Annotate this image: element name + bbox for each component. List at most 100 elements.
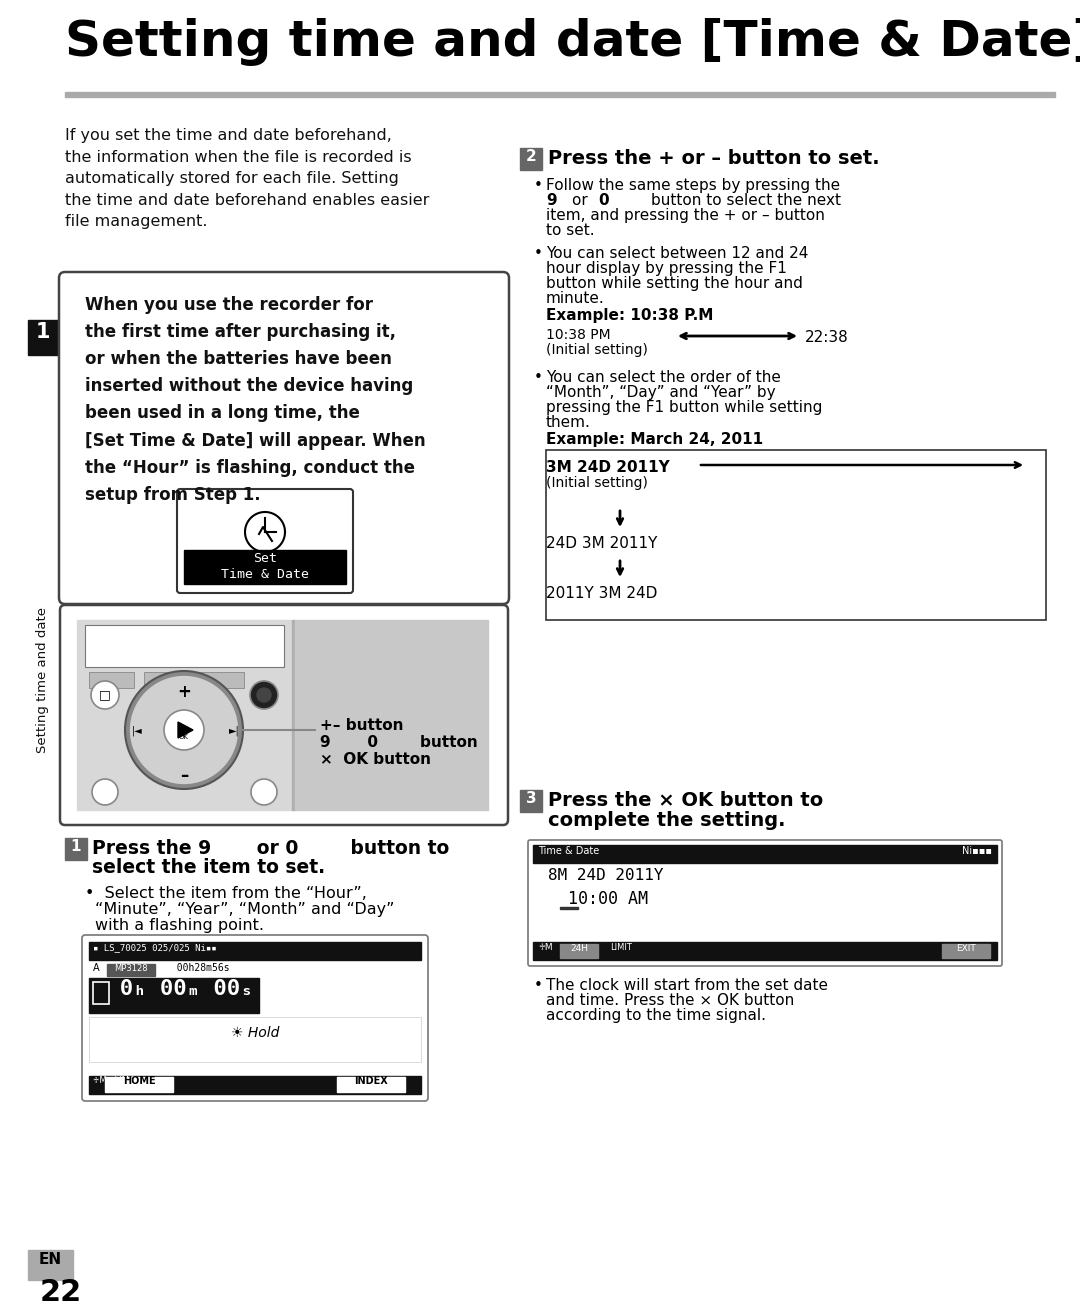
Bar — [561, 907, 578, 909]
Text: EN: EN — [39, 1252, 62, 1267]
Polygon shape — [178, 722, 193, 738]
Bar — [546, 451, 1047, 620]
FancyBboxPatch shape — [60, 605, 508, 825]
Text: 22:38: 22:38 — [805, 330, 849, 345]
Text: “Minute”, “Year”, “Month” and “Day”: “Minute”, “Year”, “Month” and “Day” — [95, 903, 394, 917]
Text: 8M 24D 2011Y: 8M 24D 2011Y — [548, 869, 663, 883]
Text: ▪ LS_70025 025/025 Ni▪▪: ▪ LS_70025 025/025 Ni▪▪ — [93, 943, 217, 952]
Text: 2: 2 — [526, 149, 537, 164]
Text: –: – — [180, 766, 188, 785]
FancyBboxPatch shape — [177, 489, 353, 593]
Text: item, and pressing the + or – button: item, and pressing the + or – button — [546, 208, 825, 223]
Text: hour display by pressing the F1: hour display by pressing the F1 — [546, 261, 787, 276]
FancyBboxPatch shape — [59, 272, 509, 604]
Text: 1: 1 — [71, 838, 81, 854]
Text: 24H: 24H — [570, 945, 588, 952]
Bar — [199, 672, 244, 688]
Text: |◄: |◄ — [132, 724, 143, 735]
Bar — [89, 979, 259, 1013]
Text: You can select the order of the: You can select the order of the — [546, 369, 781, 385]
Text: 10:00 AM: 10:00 AM — [548, 889, 648, 908]
Text: OK: OK — [179, 734, 189, 740]
Text: ►|: ►| — [229, 724, 240, 735]
Text: Press the ⨯ OK button to: Press the ⨯ OK button to — [548, 791, 823, 810]
Text: 9: 9 — [546, 193, 556, 208]
Circle shape — [257, 688, 271, 702]
Text: 00h28m56s: 00h28m56s — [165, 963, 230, 973]
Text: (Initial setting): (Initial setting) — [546, 476, 648, 490]
Bar — [77, 620, 292, 810]
Bar — [93, 982, 109, 1003]
Text: ⨯  OK button: ⨯ OK button — [320, 752, 431, 766]
Text: Press the + or – button to set.: Press the + or – button to set. — [548, 149, 879, 168]
Text: Example: 10:38 P.M: Example: 10:38 P.M — [546, 308, 714, 324]
Text: 0: 0 — [598, 193, 609, 208]
Text: “Month”, “Day” and “Year” by: “Month”, “Day” and “Year” by — [546, 385, 775, 400]
Text: +: + — [177, 683, 191, 701]
Text: and time. Press the ⨯ OK button: and time. Press the ⨯ OK button — [546, 993, 794, 1007]
Text: When you use the recorder for
the first time after purchasing it,
or when the ba: When you use the recorder for the first … — [85, 296, 426, 504]
Circle shape — [125, 671, 243, 789]
Bar — [107, 964, 156, 976]
Text: Time & Date: Time & Date — [538, 846, 599, 855]
Text: Follow the same steps by pressing the: Follow the same steps by pressing the — [546, 178, 840, 193]
Text: or: or — [572, 193, 593, 208]
Bar — [28, 320, 58, 355]
Text: •: • — [534, 979, 543, 993]
Bar — [89, 672, 134, 688]
Text: 22: 22 — [40, 1279, 82, 1307]
Text: INDEX: INDEX — [354, 1076, 388, 1086]
Text: them.: them. — [546, 415, 591, 430]
Bar — [28, 1250, 73, 1280]
Text: with a flashing point.: with a flashing point. — [95, 918, 264, 933]
Text: •  Select the item from the “Hour”,: • Select the item from the “Hour”, — [85, 886, 367, 901]
Text: The clock will start from the set date: The clock will start from the set date — [546, 979, 828, 993]
Bar — [519, 148, 542, 170]
Text: +– button: +– button — [320, 718, 404, 734]
Circle shape — [251, 779, 276, 806]
Circle shape — [129, 675, 239, 785]
Text: HOME: HOME — [123, 1076, 156, 1086]
Text: button while setting the hour and: button while setting the hour and — [546, 276, 802, 291]
Text: 0ₕ 00ₘ 00ₛ: 0ₕ 00ₘ 00ₛ — [93, 979, 254, 1000]
Bar — [337, 1077, 405, 1093]
Bar — [519, 790, 542, 812]
Text: 3: 3 — [526, 791, 537, 806]
Text: 1: 1 — [36, 322, 51, 342]
Bar — [561, 945, 598, 958]
Bar — [65, 838, 87, 859]
Text: 10:38 PM: 10:38 PM — [546, 328, 610, 342]
Text: •: • — [534, 246, 543, 261]
Text: Setting time and date: Setting time and date — [37, 607, 50, 753]
Text: Example: March 24, 2011: Example: March 24, 2011 — [546, 432, 764, 447]
Bar — [534, 942, 997, 960]
Text: ♱M   LIMIT: ♱M LIMIT — [93, 1076, 136, 1085]
Text: Ni▪▪▪: Ni▪▪▪ — [962, 846, 993, 855]
Text: Set
Time & Date: Set Time & Date — [221, 552, 309, 582]
Bar — [144, 672, 189, 688]
Text: □: □ — [99, 689, 111, 701]
Bar — [89, 1017, 421, 1062]
Bar — [534, 845, 997, 863]
Bar — [89, 1076, 421, 1094]
Bar — [89, 942, 421, 960]
Text: 2011Y 3M 24D: 2011Y 3M 24D — [546, 586, 658, 601]
Text: 3M 24D 2011Y: 3M 24D 2011Y — [546, 460, 670, 476]
Text: If you set the time and date beforehand,
the information when the file is record: If you set the time and date beforehand,… — [65, 128, 430, 229]
Text: (Initial setting): (Initial setting) — [546, 343, 648, 358]
Text: •: • — [534, 178, 543, 193]
Text: Press the 9       or 0        button to: Press the 9 or 0 button to — [92, 838, 449, 858]
Text: •: • — [534, 369, 543, 385]
Bar — [105, 1077, 173, 1093]
Bar — [942, 945, 990, 958]
Text: 9       0        button: 9 0 button — [320, 735, 477, 751]
Text: A: A — [93, 963, 109, 973]
Text: pressing the F1 button while setting: pressing the F1 button while setting — [546, 400, 822, 415]
Text: complete the setting.: complete the setting. — [548, 811, 785, 831]
FancyBboxPatch shape — [528, 840, 1002, 965]
Circle shape — [249, 681, 278, 709]
Text: Setting time and date [Time & Date]: Setting time and date [Time & Date] — [65, 18, 1080, 66]
Text: button to select the next: button to select the next — [612, 193, 841, 208]
Bar — [184, 550, 346, 584]
Circle shape — [91, 681, 119, 709]
